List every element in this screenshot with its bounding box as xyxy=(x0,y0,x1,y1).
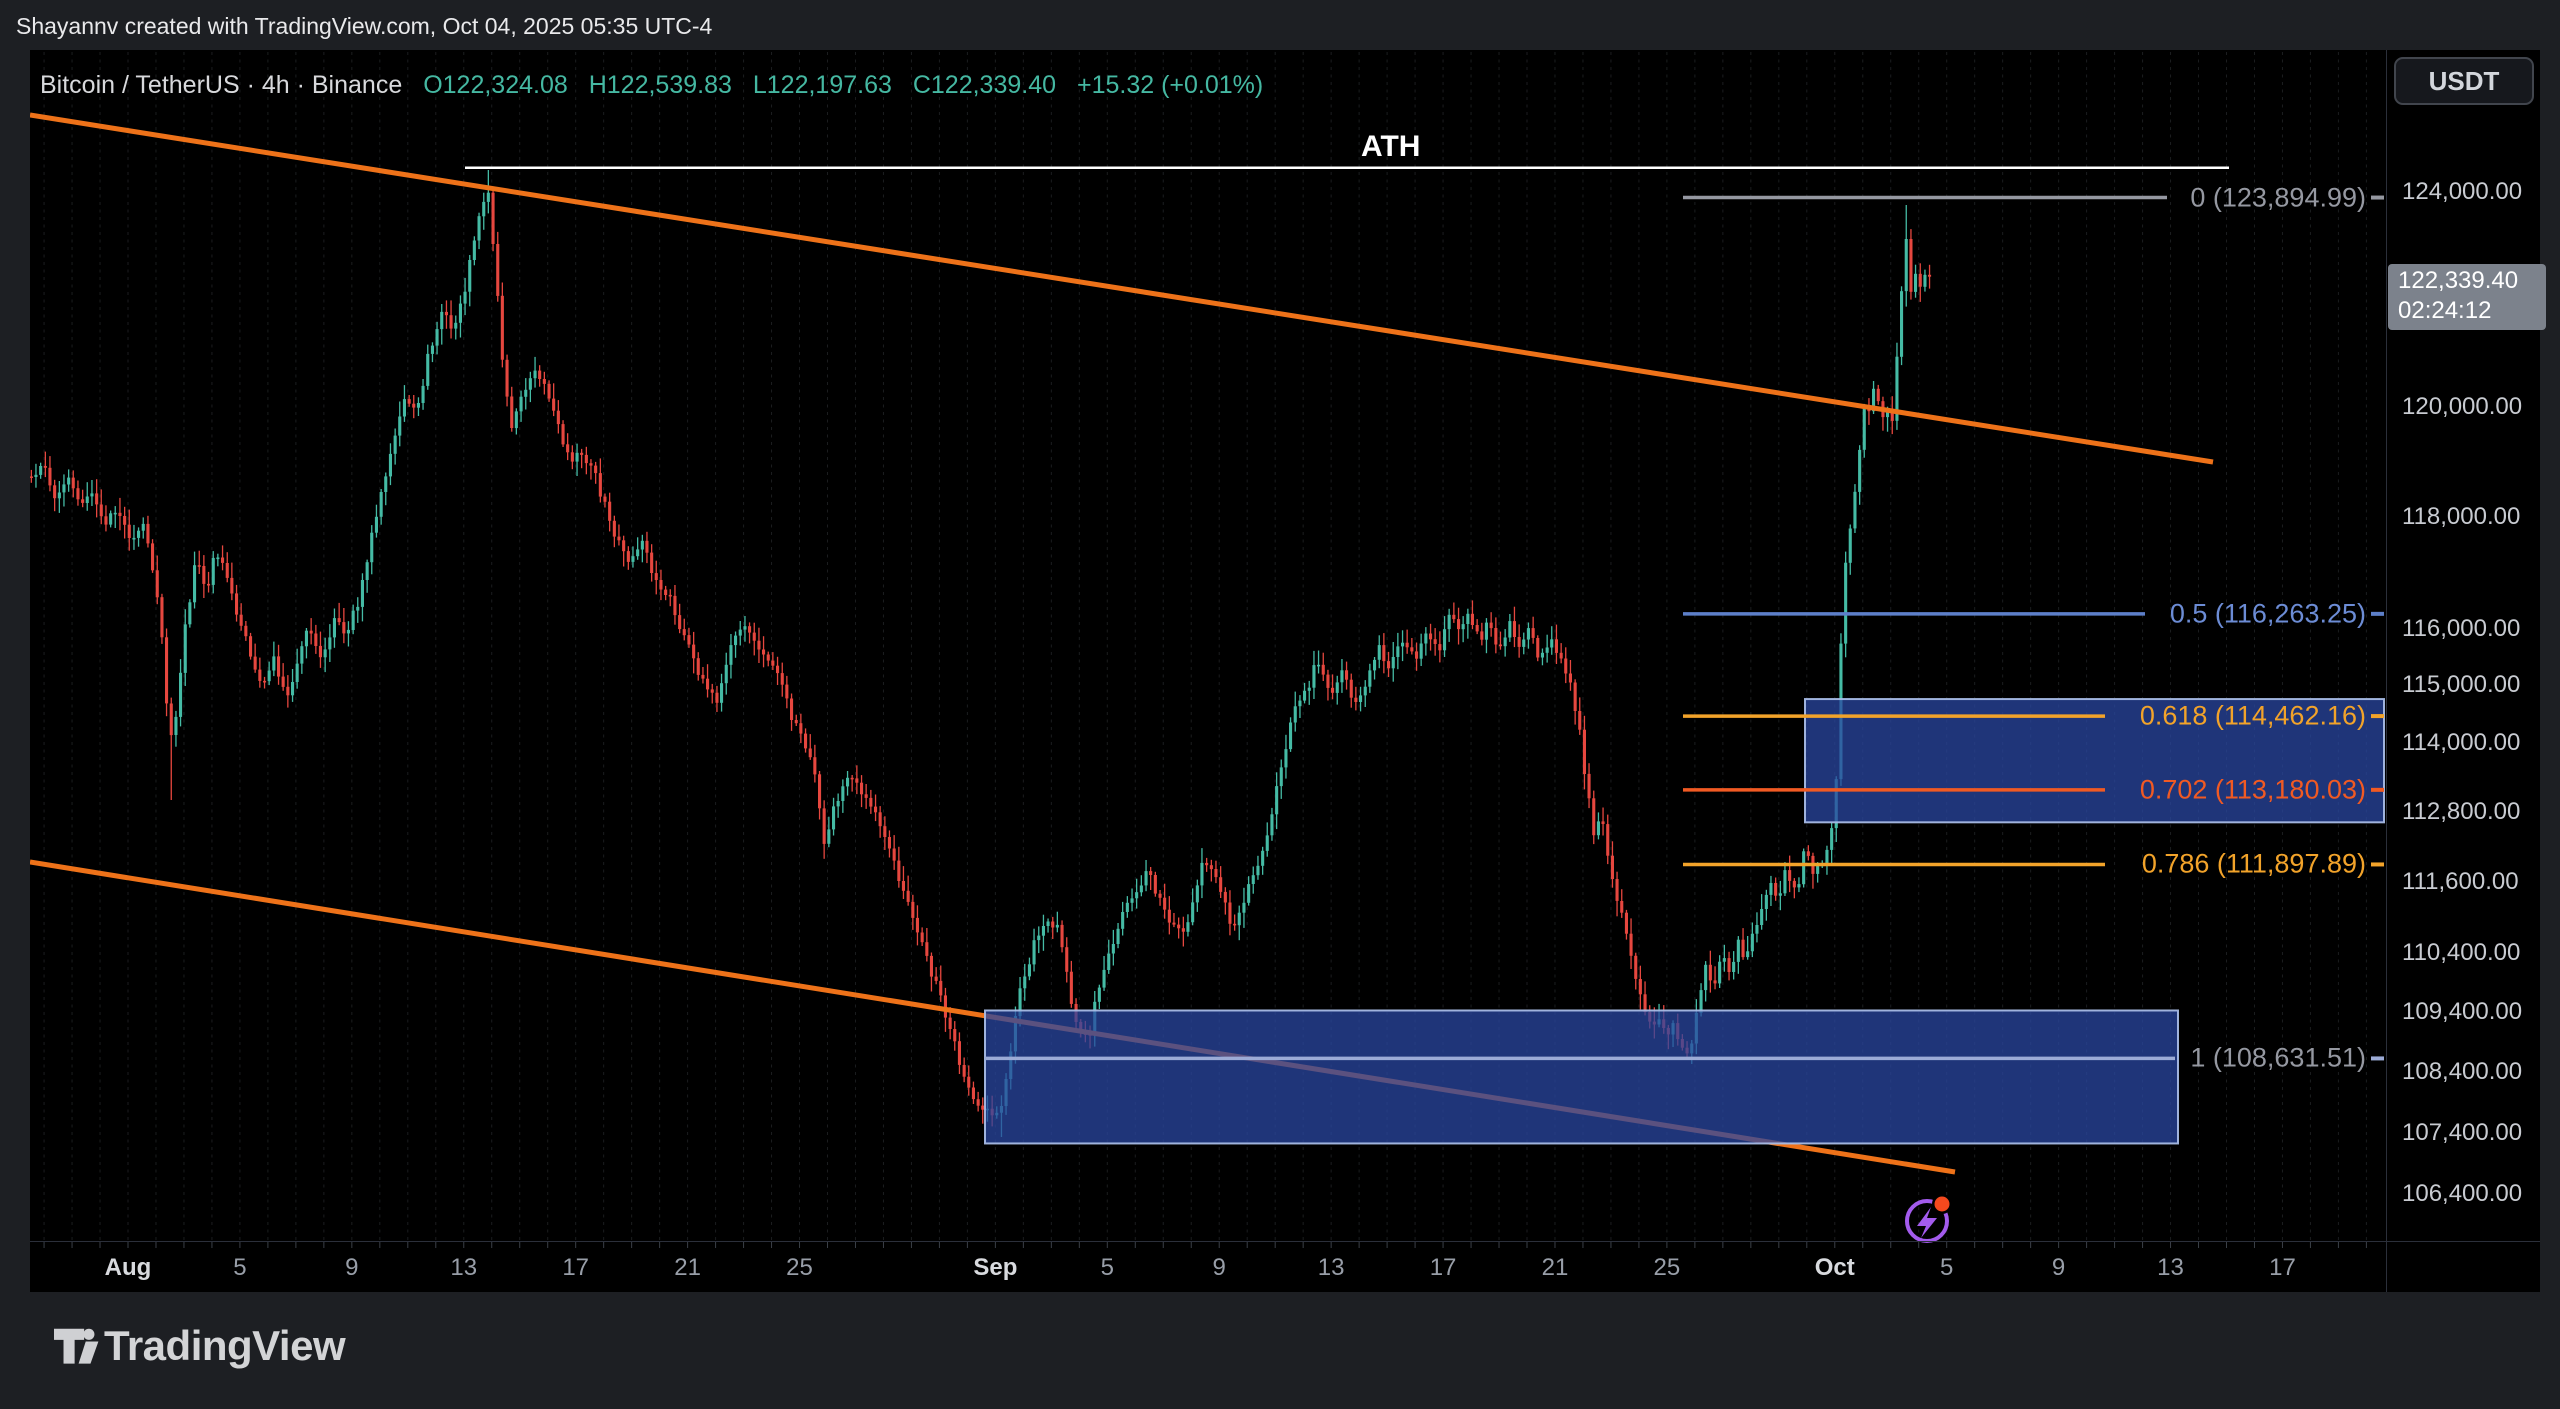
time-axis-label: 17 xyxy=(2269,1254,2296,1281)
fib-label-0.618: 0.618 (114,462.16) xyxy=(2139,700,2366,731)
time-axis-label: 13 xyxy=(1317,1254,1345,1281)
price-axis-label: 120,000.00 xyxy=(2402,392,2523,420)
currency-unit-button[interactable]: USDT xyxy=(2394,57,2534,105)
tradingview-wordmark[interactable]: TradingView xyxy=(104,1322,346,1369)
fib-label-0.5: 0.5 (116,263.25) xyxy=(2169,598,2366,629)
price-axis-label: 109,400.00 xyxy=(2402,998,2523,1026)
attribution-bar: Shayannv created with TradingView.com, O… xyxy=(0,0,2560,50)
fib-label-0.702: 0.702 (113,180.03) xyxy=(2139,774,2366,805)
change-value: +15.32 (+0.01%) xyxy=(1076,71,1264,99)
price-axis-label: 118,000.00 xyxy=(2402,502,2521,530)
price-axis-label: 107,400.00 xyxy=(2402,1119,2523,1147)
bar-countdown: 02:24:12 xyxy=(2398,297,2492,325)
footer-bar: TradingView xyxy=(0,1292,2560,1409)
time-axis-label: 17 xyxy=(1429,1254,1457,1281)
time-axis-label: 13 xyxy=(2157,1254,2184,1281)
ohlc-low: L122,197.63 xyxy=(752,71,892,99)
time-axis-label: 21 xyxy=(1541,1254,1569,1281)
time-axis-label-month: Oct xyxy=(1814,1254,1855,1281)
symbol-title: Bitcoin / TetherUS · 4h · Binance xyxy=(40,71,403,99)
last-price-value: 122,339.40 xyxy=(2398,267,2519,295)
ohlc-close: C122,339.40 xyxy=(912,71,1057,99)
price-axis-border xyxy=(2386,50,2387,1292)
fib-label-1: 1 (108,631.51) xyxy=(2190,1042,2366,1073)
ohlc-open: O122,324.08 xyxy=(423,71,568,99)
time-axis-label: 25 xyxy=(786,1254,813,1281)
symbol-legend[interactable]: Bitcoin / TetherUS · 4h · Binance O122,3… xyxy=(40,71,1263,100)
price-axis-label: 110,400.00 xyxy=(2402,938,2521,966)
chart-pane[interactable] xyxy=(30,50,2540,1292)
attribution-text: Shayannv created with TradingView.com, O… xyxy=(16,13,713,39)
fib-label-0: 0 (123,894.99) xyxy=(2190,182,2366,213)
time-axis-label-month: Aug xyxy=(104,1254,152,1281)
time-axis-label: 9 xyxy=(1212,1254,1226,1281)
time-axis-label: 13 xyxy=(450,1254,478,1281)
price-axis-label: 115,000.00 xyxy=(2402,671,2521,699)
ohlc-high: H122,539.83 xyxy=(588,71,732,99)
price-axis-label: 112,800.00 xyxy=(2402,797,2521,825)
last-price-badge: 122,339.40 02:24:12 xyxy=(2388,264,2546,331)
time-axis-label: 9 xyxy=(2051,1254,2066,1281)
tradingview-logo-icon[interactable] xyxy=(54,1324,100,1370)
time-axis-border xyxy=(30,1241,2540,1242)
price-axis-label: 111,600.00 xyxy=(2402,867,2519,895)
time-axis-label-month: Sep xyxy=(973,1254,1018,1281)
price-axis-label: 114,000.00 xyxy=(2402,728,2521,756)
time-axis-label: 5 xyxy=(1100,1254,1114,1281)
time-axis-label: 5 xyxy=(233,1254,247,1281)
ath-annotation: ATH xyxy=(1361,130,1421,163)
price-axis-label: 108,400.00 xyxy=(2402,1058,2523,1086)
time-axis-label: 17 xyxy=(562,1254,590,1281)
time-axis-label: 9 xyxy=(345,1254,359,1281)
time-axis-label: 25 xyxy=(1653,1254,1681,1281)
price-axis-label: 124,000.00 xyxy=(2402,178,2523,205)
time-axis-label: 5 xyxy=(1940,1254,1954,1281)
price-axis-label: 116,000.00 xyxy=(2402,614,2521,642)
fib-label-0.786: 0.786 (111,897.89) xyxy=(2141,848,2366,879)
price-axis-label: 106,400.00 xyxy=(2402,1180,2523,1208)
time-axis-label: 21 xyxy=(674,1254,701,1281)
